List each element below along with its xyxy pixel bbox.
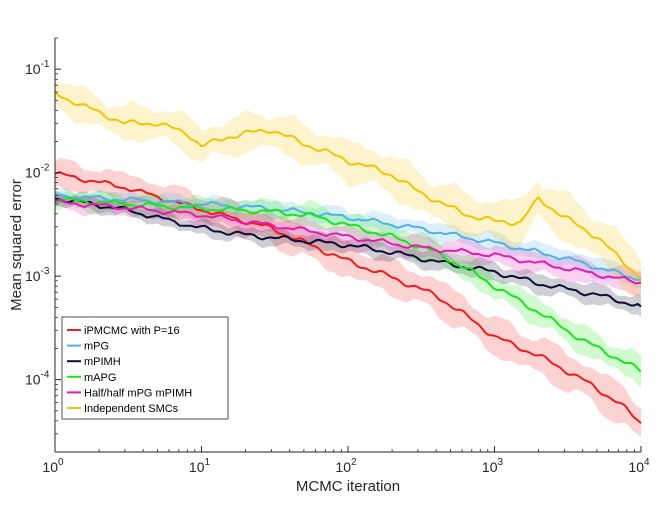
- x-tick-label: 104: [628, 457, 650, 475]
- line-ipmcmc-with-p-16: [54, 171, 642, 424]
- band-independent-smcs: [55, 80, 641, 297]
- series-lines: [54, 91, 642, 424]
- x-axis-label: MCMC iteration: [296, 478, 400, 495]
- band-mapg: [55, 190, 641, 388]
- legend-label-mpimh: mPIMH: [84, 356, 121, 368]
- x-ticks: 100 101 102 103 104: [42, 446, 650, 475]
- line-mapg: [54, 197, 642, 373]
- band-mpimh: [55, 191, 641, 318]
- legend-label-mpg: mPG: [84, 341, 109, 353]
- y-ticks: 10-4 10-3 10-2 10-1: [25, 37, 61, 453]
- line-half-half-mpg-mpimh: [54, 198, 642, 285]
- legend-label-mapg: mAPG: [84, 372, 116, 384]
- band-half-half-mpg-mpimh: [55, 193, 641, 297]
- y-axis-label: Mean squared error: [8, 179, 25, 311]
- legend: iPMCMC with P=16 mPG mPIMH mAPG Half/half mP…: [61, 316, 229, 420]
- x-tick-label: 101: [189, 457, 211, 475]
- legend-label-half-half-mpg-mpimh: Half/half mPG mPIMH: [84, 387, 192, 399]
- band-mpg: [55, 186, 641, 289]
- line-mpg: [54, 192, 642, 281]
- axes: 100 101 102 103 104 10-4 10-3 10-2 10-1: [25, 37, 650, 475]
- y-tick-label: 10-3: [25, 266, 50, 284]
- x-tick-label: 100: [42, 457, 64, 475]
- line-mpimh: [54, 197, 642, 308]
- x-tick-label: 102: [335, 457, 357, 475]
- y-tick-label: 10-4: [25, 370, 50, 388]
- y-tick-label: 10-1: [25, 59, 50, 77]
- legend-label-ipmcmc-with-p-16: iPMCMC with P=16: [84, 325, 180, 337]
- legend-box: [61, 316, 229, 420]
- y-tick-label: 10-2: [25, 163, 50, 181]
- x-tick-label: 103: [482, 457, 504, 475]
- line-independent-smcs: [54, 91, 642, 280]
- legend-label-independent-smcs: Independent SMCs: [84, 403, 179, 415]
